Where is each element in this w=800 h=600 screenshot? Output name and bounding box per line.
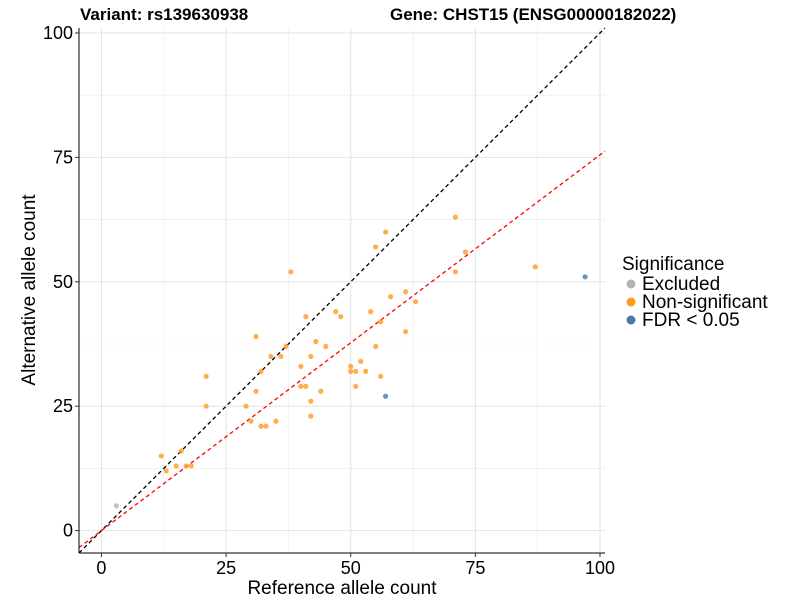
title-gene: Gene: CHST15 (ENSG00000182022) xyxy=(390,5,676,24)
y-tick-label: 50 xyxy=(53,272,73,292)
point-non-significant xyxy=(163,468,169,474)
x-tick-label: 100 xyxy=(585,558,615,578)
point-non-significant xyxy=(203,403,209,409)
grid-lines xyxy=(79,28,605,553)
point-non-significant xyxy=(368,309,374,315)
point-non-significant xyxy=(188,463,194,469)
legend-label: FDR < 0.05 xyxy=(642,310,740,331)
title-variant: Variant: rs139630938 xyxy=(80,5,248,24)
point-non-significant xyxy=(313,338,319,345)
point-non-significant xyxy=(253,388,259,394)
point-non-significant xyxy=(273,418,279,424)
point-non-significant xyxy=(178,448,184,454)
point-non-significant xyxy=(348,368,354,374)
point-non-significant xyxy=(268,353,274,360)
point-non-significant xyxy=(298,383,304,389)
point-non-significant xyxy=(183,463,189,469)
x-tick-label: 25 xyxy=(216,558,236,578)
legend-label: Excluded xyxy=(642,274,720,295)
axes xyxy=(78,28,605,554)
point-non-significant xyxy=(258,423,264,429)
point-non-significant xyxy=(323,343,329,350)
point-non-significant xyxy=(298,363,304,369)
point-non-significant xyxy=(388,294,394,300)
y-tick-label: 0 xyxy=(63,521,73,541)
y-tick-label: 100 xyxy=(43,23,73,43)
point-non-significant xyxy=(348,363,354,369)
legend-key xyxy=(626,279,636,289)
x-tick-label: 50 xyxy=(341,558,361,578)
point-non-significant xyxy=(378,319,384,325)
point-non-significant xyxy=(402,289,409,295)
y-axis-title: Alternative allele count xyxy=(19,194,40,386)
point-non-significant xyxy=(532,264,538,270)
point-non-significant xyxy=(258,368,264,374)
point-non-significant xyxy=(263,423,269,429)
point-non-significant xyxy=(452,214,459,220)
reference-lines xyxy=(78,27,606,554)
point-non-significant xyxy=(338,314,344,320)
x-tick-label: 75 xyxy=(465,558,485,578)
x-axis-title: Reference allele count xyxy=(247,578,437,599)
point-non-significant xyxy=(373,244,379,250)
point-non-significant xyxy=(402,328,409,335)
point-non-significant xyxy=(308,413,314,419)
y-tick-label: 25 xyxy=(53,396,73,416)
point-non-significant xyxy=(203,373,209,379)
point-non-significant xyxy=(462,249,468,255)
point-non-significant xyxy=(288,269,294,275)
plot-title: Variant: rs139630938 Gene: CHST15 (ENSG0… xyxy=(80,5,676,24)
point-non-significant xyxy=(363,368,369,374)
point-non-significant xyxy=(248,418,254,424)
point-non-significant xyxy=(318,388,324,394)
reference-line-identity xyxy=(78,27,606,554)
point-non-significant xyxy=(452,269,459,275)
point-non-significant xyxy=(358,358,364,365)
point-non-significant xyxy=(173,463,179,469)
y-tick-label: 75 xyxy=(53,147,73,167)
point-fdr-0-05 xyxy=(582,274,588,280)
point-non-significant xyxy=(303,314,309,320)
point-non-significant xyxy=(378,373,384,379)
point-non-significant xyxy=(412,299,419,305)
point-non-significant xyxy=(253,333,259,340)
point-non-significant xyxy=(283,343,289,350)
point-non-significant xyxy=(308,353,314,360)
x-tick-label: 0 xyxy=(96,558,106,578)
point-non-significant xyxy=(353,383,359,389)
point-excluded xyxy=(113,503,119,509)
point-non-significant xyxy=(383,229,389,235)
point-non-significant xyxy=(243,403,249,409)
point-non-significant xyxy=(373,343,379,350)
legend-title: Significance xyxy=(622,254,724,275)
point-non-significant xyxy=(353,368,359,374)
point-non-significant xyxy=(278,353,284,360)
data-points xyxy=(113,214,588,509)
legend-key xyxy=(626,297,636,307)
legend: Significance ExcludedNon-significantFDR … xyxy=(622,254,768,331)
point-non-significant xyxy=(303,383,309,389)
point-fdr-0-05 xyxy=(383,393,389,399)
reference-line-expected-ratio xyxy=(78,150,606,549)
legend-label: Non-significant xyxy=(642,292,768,313)
point-non-significant xyxy=(308,398,314,404)
point-non-significant xyxy=(158,453,164,459)
legend-key xyxy=(626,315,636,325)
point-non-significant xyxy=(333,309,339,315)
tick-labels: 0 25 50 75 100 0 25 50 75 100 xyxy=(43,23,615,578)
